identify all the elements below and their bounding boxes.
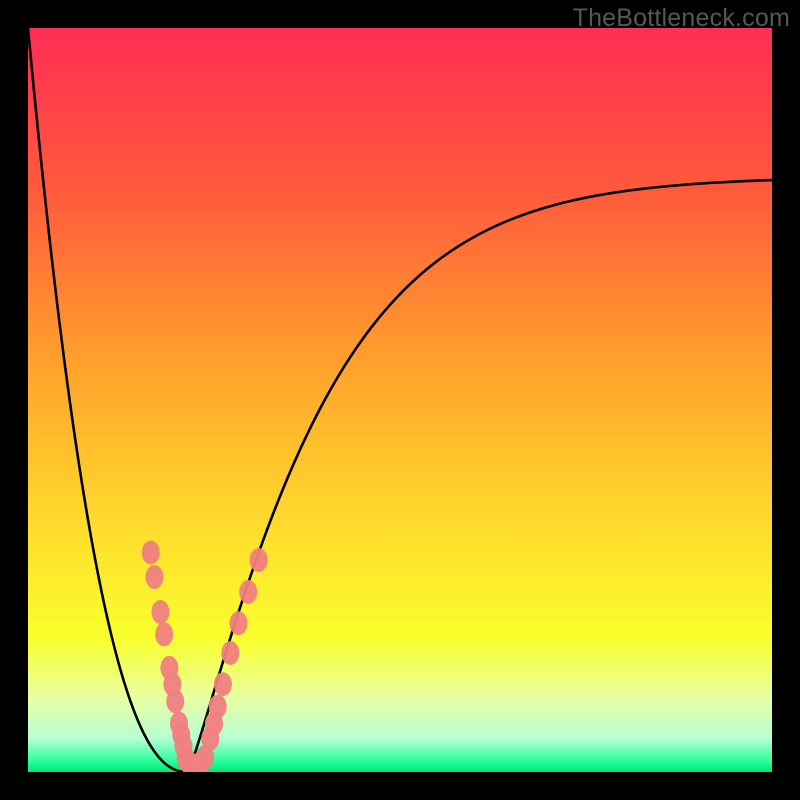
gradient-background xyxy=(28,28,772,772)
marker-point xyxy=(221,641,239,665)
marker-point xyxy=(151,600,169,624)
watermark-text: TheBottleneck.com xyxy=(573,4,790,33)
plot-area xyxy=(28,28,772,772)
marker-point xyxy=(209,695,227,719)
marker-point xyxy=(166,689,184,713)
plot-svg xyxy=(28,28,772,772)
marker-point xyxy=(230,611,248,635)
marker-point xyxy=(239,580,257,604)
marker-point xyxy=(142,541,160,565)
marker-point xyxy=(250,548,268,572)
marker-point xyxy=(155,622,173,646)
marker-point xyxy=(214,672,232,696)
chart-root: TheBottleneck.com xyxy=(0,0,800,800)
marker-point xyxy=(145,565,163,589)
